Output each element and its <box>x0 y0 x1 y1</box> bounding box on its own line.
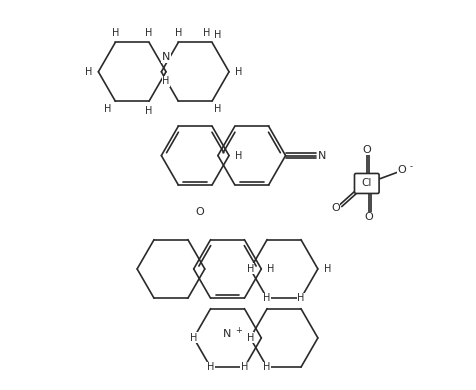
Text: H: H <box>190 333 198 343</box>
FancyBboxPatch shape <box>355 174 379 193</box>
Text: O: O <box>362 145 371 155</box>
Text: O: O <box>196 207 204 217</box>
Text: H: H <box>146 106 153 116</box>
Text: H: H <box>298 293 305 303</box>
Text: H: H <box>267 264 275 274</box>
Text: H: H <box>235 151 242 161</box>
Text: H: H <box>214 104 221 114</box>
Text: N: N <box>318 151 326 161</box>
Text: H: H <box>247 264 254 274</box>
Text: H: H <box>146 28 153 38</box>
Text: O: O <box>397 165 406 175</box>
Text: O: O <box>364 212 373 222</box>
Text: H: H <box>214 30 221 40</box>
Text: H: H <box>203 28 210 38</box>
Text: H: H <box>111 28 119 38</box>
Text: H: H <box>162 76 170 87</box>
Text: H: H <box>235 67 242 77</box>
Text: H: H <box>207 362 214 372</box>
Text: H: H <box>324 264 331 274</box>
Text: -: - <box>410 162 413 171</box>
Text: N: N <box>162 52 170 62</box>
Text: H: H <box>175 28 182 38</box>
Text: H: H <box>263 293 271 303</box>
Text: H: H <box>263 362 271 372</box>
Text: H: H <box>85 67 92 77</box>
Text: +: + <box>235 326 242 335</box>
Text: H: H <box>104 104 111 114</box>
Text: H: H <box>241 362 248 372</box>
Text: H: H <box>247 333 254 343</box>
Text: N: N <box>223 329 232 339</box>
Text: O: O <box>331 204 340 213</box>
Text: Cl: Cl <box>362 179 372 188</box>
